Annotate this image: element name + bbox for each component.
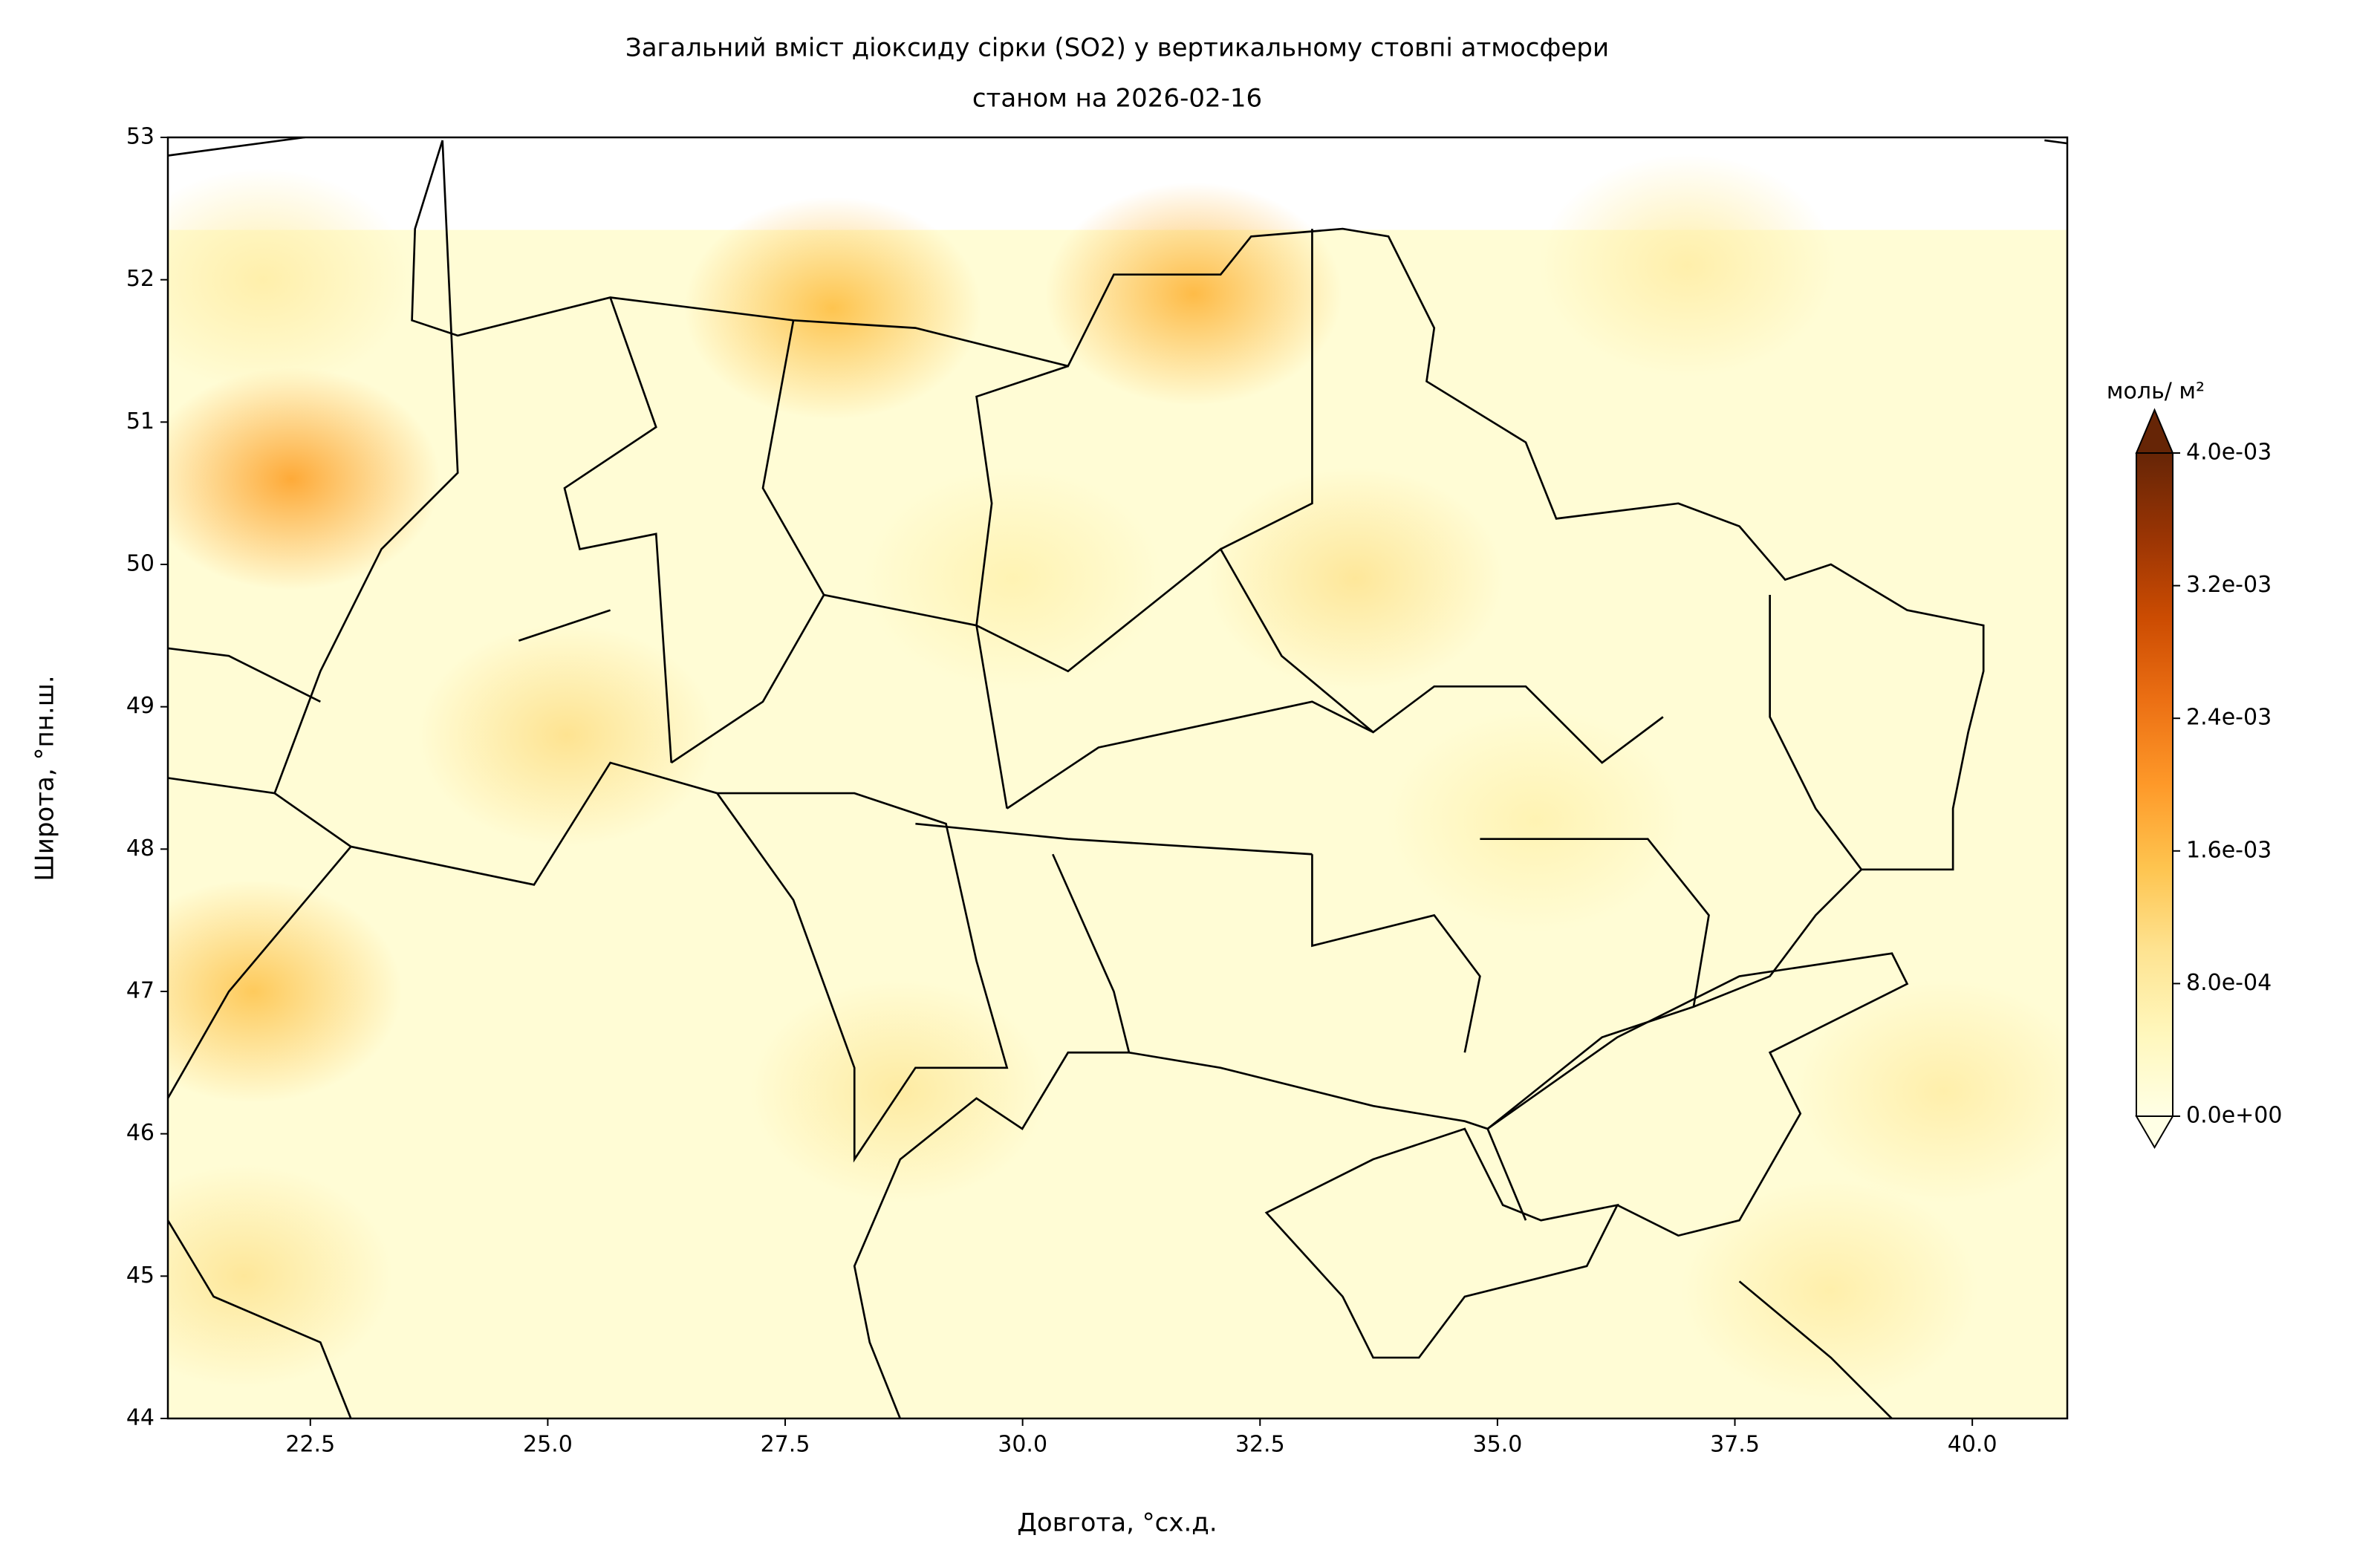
colorbar-extend-top <box>2135 408 2174 454</box>
y-tick-label: 50 <box>126 551 155 577</box>
hotspot <box>168 880 403 1103</box>
hotspot <box>1538 154 1836 377</box>
y-tick-label: 47 <box>126 978 155 1004</box>
y-tick-label: 51 <box>126 408 155 434</box>
hotspot <box>1206 467 1504 691</box>
border-lines <box>168 137 2067 1418</box>
y-tick-label: 53 <box>126 124 155 150</box>
field <box>168 154 2067 1418</box>
hotspot <box>168 368 440 590</box>
plot-frame <box>166 136 2069 1420</box>
colorbar-tick-label: 3.2e-03 <box>2186 572 2272 598</box>
colorbar-label: моль/ м² <box>2107 379 2205 405</box>
colorbar-frame <box>2136 452 2173 1117</box>
hotspot <box>1044 182 1342 405</box>
chart-title: станом на 2026-02-16 <box>972 84 1262 114</box>
x-tick-label: 27.5 <box>761 1432 810 1458</box>
colorbar-tick-label: 8.0e-04 <box>2186 970 2272 996</box>
colorbar-tick-label: 4.0e-03 <box>2186 440 2272 466</box>
x-tick-label: 22.5 <box>285 1432 335 1458</box>
x-tick-label: 30.0 <box>998 1432 1047 1458</box>
colorbar <box>2136 453 2173 1116</box>
colorbar-extend-bottom <box>2135 1115 2174 1149</box>
hotspot <box>1681 1179 1979 1402</box>
hotspot <box>683 197 981 420</box>
hotspot <box>864 467 1162 691</box>
y-tick-label: 46 <box>126 1120 155 1146</box>
x-tick-label: 32.5 <box>1235 1432 1285 1458</box>
y-tick-label: 52 <box>126 266 155 292</box>
x-axis-label: Довгота, °сх.д. <box>1017 1508 1217 1538</box>
borders <box>168 137 2067 1418</box>
y-axis-label: Широта, °пн.ш. <box>30 675 60 881</box>
hotspot <box>1387 709 1685 932</box>
x-tick-label: 37.5 <box>1710 1432 1760 1458</box>
y-tick-label: 45 <box>126 1263 155 1289</box>
hotspot <box>417 624 715 847</box>
colorbar-tick-label: 2.4e-03 <box>2186 705 2272 731</box>
y-tick-label: 48 <box>126 835 155 861</box>
chart-title: Загальний вміст діоксиду сірки (SO2) у в… <box>625 33 1609 63</box>
hotspot <box>168 168 412 391</box>
hotspot <box>1795 980 2067 1203</box>
colorbar-tick-label: 1.6e-03 <box>2186 837 2272 863</box>
y-tick-label: 49 <box>126 693 155 719</box>
x-tick-label: 40.0 <box>1948 1432 1997 1458</box>
hotspot <box>168 1164 393 1388</box>
x-tick-label: 35.0 <box>1473 1432 1523 1458</box>
x-tick-label: 25.0 <box>523 1432 573 1458</box>
y-tick-label: 44 <box>126 1405 155 1431</box>
colorbar-tick-label: 0.0e+00 <box>2186 1103 2282 1129</box>
